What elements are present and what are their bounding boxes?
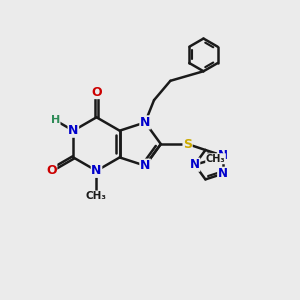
Text: N: N xyxy=(140,116,150,129)
Text: S: S xyxy=(183,138,192,151)
Text: H: H xyxy=(51,115,60,125)
Text: N: N xyxy=(218,167,228,180)
Text: CH₃: CH₃ xyxy=(86,191,107,201)
Text: N: N xyxy=(140,159,150,172)
Text: CH₃: CH₃ xyxy=(206,154,225,164)
Text: N: N xyxy=(91,164,102,177)
Text: O: O xyxy=(46,164,57,177)
Text: O: O xyxy=(91,85,102,98)
Text: N: N xyxy=(68,124,79,137)
Text: N: N xyxy=(218,149,228,162)
Text: N: N xyxy=(190,158,200,171)
